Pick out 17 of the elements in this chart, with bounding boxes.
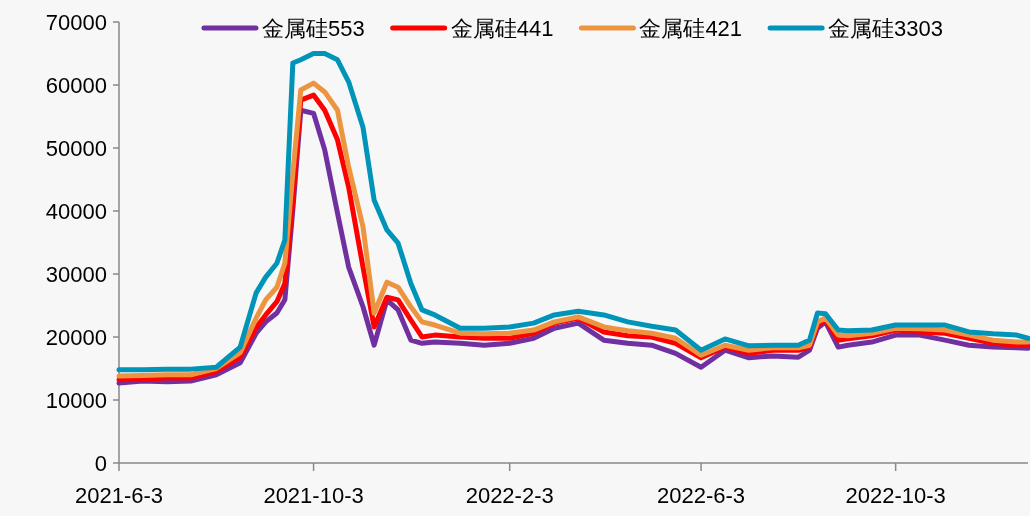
x-tick-label: 2021-10-3	[263, 483, 364, 508]
y-tick-label: 50000	[45, 136, 107, 161]
y-tick-label: 10000	[45, 388, 107, 413]
legend-label: 金属硅553	[261, 16, 365, 41]
legend-label: 金属硅3303	[828, 16, 944, 41]
y-tick-label: 40000	[45, 199, 107, 224]
y-tick-label: 0	[94, 451, 107, 476]
legend-label: 金属硅421	[639, 16, 743, 41]
y-tick-label: 60000	[45, 73, 107, 98]
y-tick-label: 30000	[45, 262, 107, 287]
x-tick-label: 2022-2-3	[465, 483, 554, 508]
y-tick-label: 70000	[45, 10, 107, 35]
x-tick-label: 2021-6-3	[74, 483, 164, 508]
x-tick-label: 2022-10-3	[845, 483, 946, 508]
legend-label: 金属硅441	[450, 16, 554, 41]
x-tick-label: 2022-6-3	[657, 483, 746, 508]
y-tick-label: 20000	[45, 325, 107, 350]
